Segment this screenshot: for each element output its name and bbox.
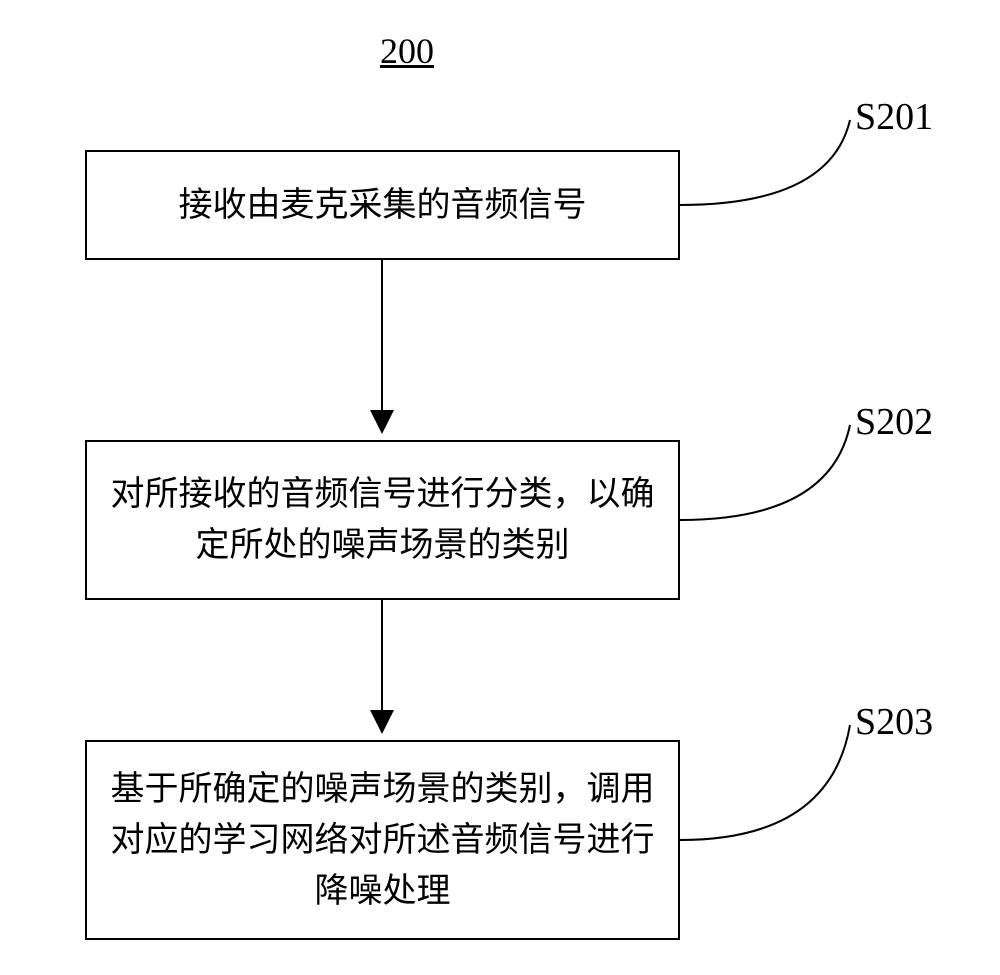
figure-number: 200 xyxy=(380,30,434,72)
step-label-s202: S202 xyxy=(855,400,933,444)
step-label-s201: S201 xyxy=(855,95,933,139)
flow-step-1-text: 接收由麦克采集的音频信号 xyxy=(179,180,587,231)
connector-s202 xyxy=(680,425,850,520)
flow-step-3: 基于所确定的噪声场景的类别，调用对应的学习网络对所述音频信号进行降噪处理 xyxy=(85,740,680,940)
step-label-s203: S203 xyxy=(855,700,933,744)
connector-s203 xyxy=(680,725,850,840)
flow-step-1: 接收由麦克采集的音频信号 xyxy=(85,150,680,260)
flowchart-diagram: 200 接收由麦克采集的音频信号 对所接收的音频信号进行分类，以确定所处的噪声场… xyxy=(0,0,1000,975)
flow-step-3-text: 基于所确定的噪声场景的类别，调用对应的学习网络对所述音频信号进行降噪处理 xyxy=(107,764,658,917)
flow-step-2: 对所接收的音频信号进行分类，以确定所处的噪声场景的类别 xyxy=(85,440,680,600)
connector-s201 xyxy=(680,120,850,205)
flow-step-2-text: 对所接收的音频信号进行分类，以确定所处的噪声场景的类别 xyxy=(107,469,658,571)
